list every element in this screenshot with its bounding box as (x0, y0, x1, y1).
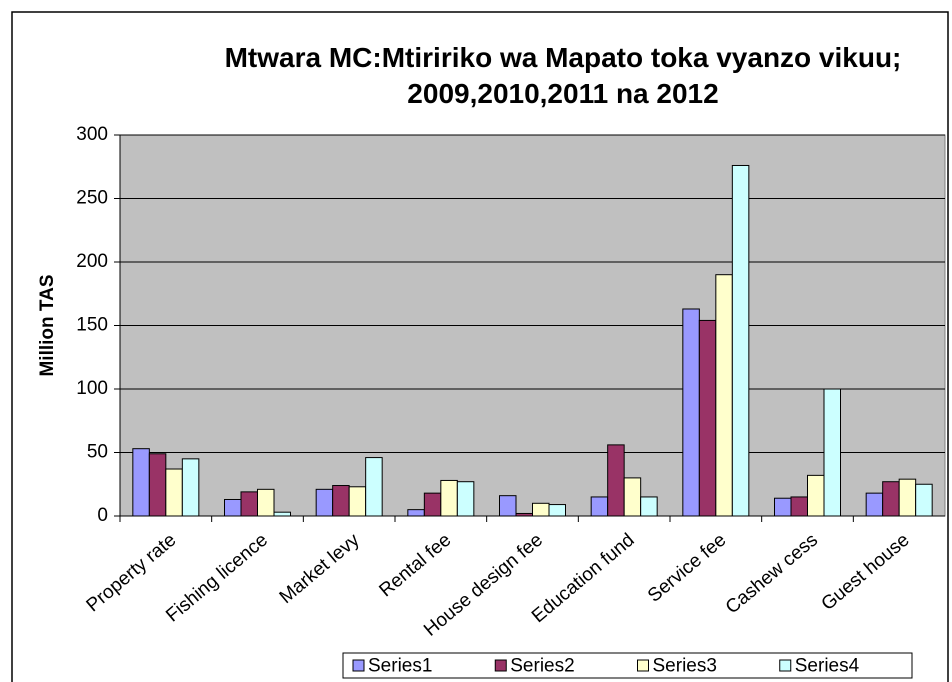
bar (865, 492, 884, 517)
y-tick-label: 100 (76, 378, 108, 399)
y-tick-label: 50 (87, 442, 108, 463)
legend-label: Series2 (510, 656, 574, 677)
bar (240, 491, 258, 517)
y-tick-label: 200 (76, 251, 108, 272)
bar (407, 509, 425, 517)
bar (273, 511, 291, 517)
bar (440, 479, 458, 517)
bar (715, 274, 733, 517)
bar (698, 319, 717, 517)
bar (181, 458, 200, 517)
bar (456, 481, 475, 517)
legend-label: Series4 (795, 656, 860, 677)
legend-box (342, 652, 913, 679)
bar (807, 474, 825, 517)
bar (165, 468, 183, 517)
bar (590, 496, 609, 517)
legend-swatch (494, 659, 507, 672)
bar (607, 444, 625, 517)
legend-label: Series1 (368, 656, 432, 677)
y-tick-label: 250 (76, 188, 108, 209)
bar (882, 481, 900, 517)
bar (640, 496, 658, 517)
bar (823, 388, 841, 517)
y-tick-label: 300 (76, 124, 108, 145)
bar (515, 512, 533, 517)
legend-label: Series3 (653, 656, 717, 677)
legend-swatch (352, 659, 365, 672)
y-axis-label: Million TAS (37, 274, 58, 376)
bar (423, 492, 442, 517)
bar (898, 478, 917, 517)
bar (623, 477, 642, 517)
legend-swatch (637, 659, 649, 672)
bar (257, 488, 275, 517)
legend: Series1 Series2 Series3 Series4 (342, 652, 913, 679)
chart-title: Mtwara MC:Mtiririko wa Mapato toka vyanz… (224, 42, 902, 109)
bar (915, 483, 933, 517)
bar (315, 488, 334, 517)
bar (548, 504, 566, 517)
bar (365, 457, 383, 517)
legend-swatch (779, 659, 792, 672)
bar (499, 495, 517, 517)
y-tick-label: 150 (76, 315, 108, 336)
bar (532, 502, 550, 517)
y-tick-label: 0 (97, 505, 108, 526)
bar (790, 496, 808, 517)
bar (132, 448, 150, 517)
bar (148, 453, 167, 517)
bar (348, 486, 367, 517)
bar (774, 497, 792, 517)
bar (731, 164, 750, 517)
bar (332, 485, 350, 517)
bar (224, 498, 242, 517)
bar (682, 308, 700, 517)
